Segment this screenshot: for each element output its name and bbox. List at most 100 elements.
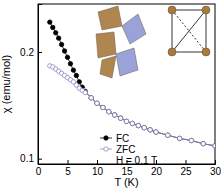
data-point (59, 42, 63, 46)
tick: 10 (92, 160, 104, 177)
data-point (101, 105, 105, 109)
data-point (154, 130, 158, 134)
tetra-atom (168, 48, 176, 56)
data-point (213, 144, 215, 148)
tick: 0.2 (20, 47, 42, 58)
chart: 0510152025300.10.2FCZFCH = 0.1 TT (K)χ (… (0, 0, 221, 188)
data-point (136, 123, 140, 127)
polyhedron (96, 32, 116, 58)
tick-mark (97, 160, 98, 164)
data-point (177, 136, 181, 140)
data-point (68, 62, 72, 66)
tick-label: 0.2 (20, 47, 34, 58)
data-point (95, 101, 99, 105)
tick-label: 25 (180, 166, 192, 177)
data-point (74, 73, 78, 77)
tick: 5 (65, 160, 71, 177)
tick-label: 10 (92, 166, 104, 177)
tetra-edge (172, 10, 206, 11)
data-point (113, 113, 117, 117)
polyhedron (122, 14, 146, 44)
tick-mark (186, 160, 187, 164)
data-point (189, 138, 193, 142)
data-point (71, 68, 75, 72)
legend-marker (104, 136, 108, 140)
data-point (89, 96, 93, 100)
data-point (118, 116, 122, 120)
data-point (148, 128, 152, 132)
data-point (148, 128, 152, 132)
tick-label: 20 (151, 166, 163, 177)
legend-item: ZFC (100, 144, 135, 155)
legend-item: FC (100, 133, 129, 144)
data-point (107, 110, 111, 114)
tick-label: 30 (210, 166, 221, 177)
tick-mark (215, 160, 216, 164)
data-point (130, 121, 134, 125)
data-point (113, 113, 117, 117)
plot: 0510152025300.10.2FCZFCH = 0.1 T (20, 4, 221, 177)
data-point (65, 55, 69, 59)
data-point (107, 110, 111, 114)
tetra-atom (168, 6, 176, 14)
data-point (166, 133, 170, 137)
plot-frame (38, 4, 215, 164)
data-area (48, 20, 215, 148)
data-point (154, 130, 158, 134)
legend-marker (104, 147, 108, 151)
y-axis-title: χ (emu/mol) (0, 55, 12, 113)
tetra-edge (172, 10, 173, 52)
tick: 0.1 (20, 153, 42, 164)
data-point (189, 138, 193, 142)
data-point (201, 142, 205, 146)
data-point (136, 123, 140, 127)
data-point (51, 25, 55, 29)
data-point (118, 116, 122, 120)
tetra-atom (202, 48, 210, 56)
inset-structure (96, 6, 146, 78)
x-axis-title: T (K) (114, 176, 138, 188)
tick: 25 (180, 160, 192, 177)
series-line (50, 66, 215, 146)
data-point (142, 126, 146, 130)
legend-label: FC (116, 133, 129, 144)
tick-label: 5 (65, 166, 71, 177)
data-point (177, 136, 181, 140)
tick-mark (38, 159, 42, 160)
data-point (124, 119, 128, 123)
tick-mark (68, 160, 69, 164)
data-point (201, 142, 205, 146)
inset-tetrahedron (168, 6, 210, 56)
annotation: H = 0.1 T (116, 155, 157, 166)
data-point (213, 144, 215, 148)
data-point (130, 121, 134, 125)
polyhedron (100, 56, 116, 78)
data-point (142, 126, 146, 130)
tick-label: 0.1 (20, 153, 34, 164)
data-point (89, 96, 93, 100)
polyhedron (98, 6, 122, 30)
data-point (83, 90, 87, 94)
data-point (56, 36, 60, 40)
legend: FCZFC (100, 133, 135, 155)
tick: 30 (210, 160, 221, 177)
data-point (101, 105, 105, 109)
data-point (62, 49, 66, 53)
tetra-edge (172, 10, 206, 52)
tetra-atom (202, 6, 210, 14)
polyhedron (116, 48, 138, 76)
tetra-edge (172, 10, 206, 52)
axis-line (39, 5, 43, 165)
tetra-edge (206, 10, 207, 52)
data-point (54, 31, 58, 35)
tetra-edge (172, 52, 206, 53)
data-point (95, 101, 99, 105)
data-point (124, 119, 128, 123)
data-point (48, 20, 52, 24)
legend-label: ZFC (116, 144, 135, 155)
data-point (166, 133, 170, 137)
tick-label: 0 (36, 166, 42, 177)
y-axis: 0.1 0.2 (20, 5, 42, 165)
series-line (50, 22, 215, 146)
tick-mark (38, 52, 42, 53)
